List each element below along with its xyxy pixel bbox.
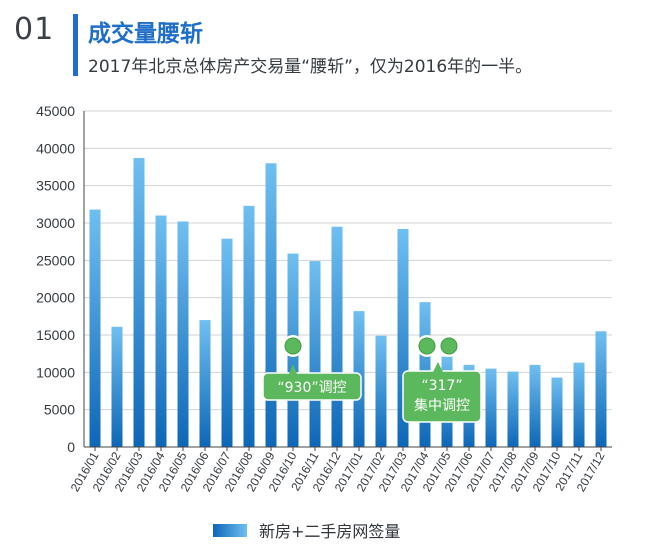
y-tick-label: 30000 xyxy=(36,215,75,231)
annotation-line: “317” xyxy=(421,378,462,394)
annotation-pointer xyxy=(433,362,443,372)
bar xyxy=(375,335,387,447)
page-subtitle: 2017年北京总体房产交易量“腰斩”，仅为2016年的一半。 xyxy=(88,57,533,77)
annotations: “930”调控 “317” 集中调控 xyxy=(262,335,482,423)
bars xyxy=(89,158,607,448)
bar xyxy=(595,331,607,447)
bar xyxy=(507,371,519,447)
bar xyxy=(243,205,255,447)
grid-lines xyxy=(84,110,612,411)
legend-swatch xyxy=(213,523,247,537)
annotation-label-317: “317” 集中调控 xyxy=(414,378,470,414)
annotation-dot xyxy=(440,337,458,355)
annotation-dot xyxy=(418,337,436,355)
page-title: 成交量腰斩 xyxy=(88,21,203,47)
y-tick-label: 35000 xyxy=(36,178,75,194)
section-number: 01 xyxy=(14,12,55,47)
bar xyxy=(397,228,409,447)
bar xyxy=(89,209,101,447)
legend-label: 新房+二手房网签量 xyxy=(259,522,401,541)
annotation-label-930: “930”调控 xyxy=(277,380,346,396)
bar xyxy=(155,215,167,447)
bar xyxy=(265,163,277,447)
bar xyxy=(111,326,123,447)
bar xyxy=(331,226,343,447)
y-tick-label: 5000 xyxy=(44,402,75,418)
y-tick-label: 0 xyxy=(67,439,75,455)
bar xyxy=(133,158,145,448)
annotation-dot xyxy=(284,337,302,355)
y-tick-label: 25000 xyxy=(36,252,75,268)
annotation-line: 集中调控 xyxy=(414,397,470,414)
bar xyxy=(485,368,497,447)
legend: 新房+二手房网签量 xyxy=(213,518,400,542)
y-tick-label: 40000 xyxy=(36,140,75,156)
bar xyxy=(221,238,233,447)
annotation-pointer xyxy=(289,364,297,374)
bar xyxy=(177,221,189,447)
title-accent-bar xyxy=(73,14,78,76)
y-tick-label: 20000 xyxy=(36,290,75,306)
y-tick-label: 10000 xyxy=(36,364,75,380)
y-tick-label: 15000 xyxy=(36,327,75,343)
bar xyxy=(199,320,211,447)
bar xyxy=(529,364,541,447)
y-tick-label: 45000 xyxy=(36,103,75,119)
bar xyxy=(573,362,585,447)
annotation-box xyxy=(262,372,362,401)
bar xyxy=(551,377,563,447)
bar xyxy=(309,261,321,447)
